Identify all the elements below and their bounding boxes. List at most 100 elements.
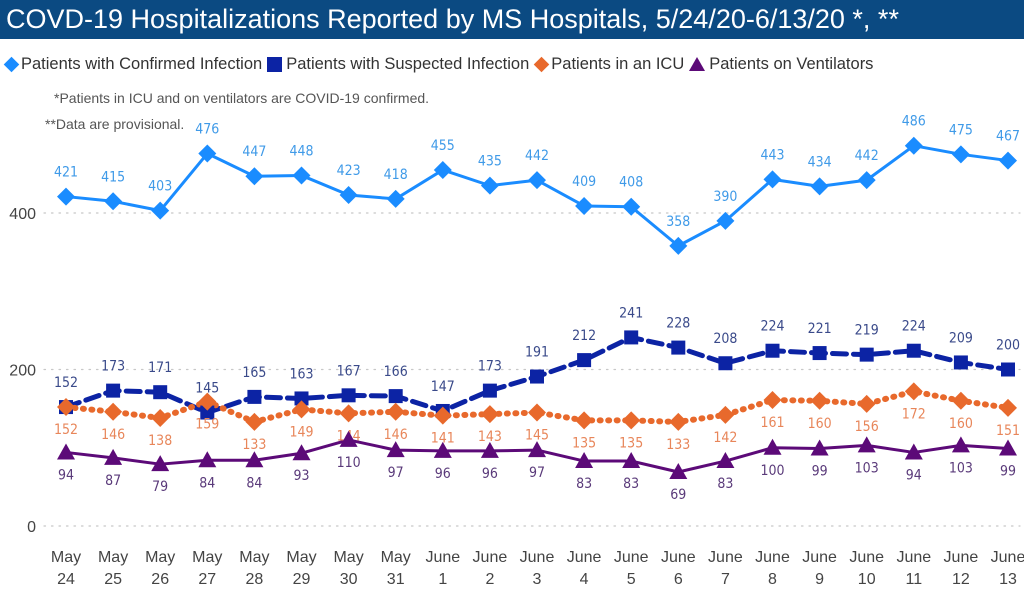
x-tick-label: June	[755, 549, 790, 566]
data-label: 486	[902, 114, 926, 130]
data-point-square	[247, 389, 262, 404]
data-label: 94	[906, 467, 922, 483]
data-label: 467	[996, 129, 1020, 145]
data-point-square	[106, 383, 121, 398]
x-tick-label: May	[145, 549, 175, 566]
data-point-diamond	[57, 398, 75, 417]
data-label: 200	[996, 338, 1020, 354]
data-point-square	[200, 405, 215, 420]
data-point-diamond	[951, 145, 970, 164]
data-label: 172	[902, 406, 926, 422]
data-point-diamond	[716, 405, 735, 424]
x-tick-label: 7	[721, 571, 730, 588]
data-label: 79	[152, 479, 168, 495]
data-point-diamond	[904, 382, 923, 401]
data-point-diamond	[480, 405, 499, 424]
data-point-triangle	[245, 451, 264, 468]
data-label: 443	[760, 147, 784, 163]
data-label: 415	[101, 169, 125, 185]
data-point-diamond	[151, 201, 170, 220]
chart-legend: Patients with Confirmed Infection Patien…	[3, 52, 878, 76]
x-tick-label: 12	[952, 571, 970, 588]
data-label: 209	[949, 330, 973, 346]
data-label: 135	[572, 435, 596, 451]
data-point-triangle	[386, 441, 405, 458]
x-tick-label: 6	[674, 571, 683, 588]
legend-item-confirmed[interactable]: Patients with Confirmed Infection	[3, 55, 262, 74]
data-point-diamond	[104, 192, 123, 211]
data-point-diamond	[433, 406, 452, 425]
data-label: 224	[902, 319, 926, 335]
data-point-square	[624, 330, 639, 345]
data-label: 146	[101, 427, 125, 443]
data-label: 455	[431, 138, 455, 154]
chart-title: COVD-19 Hospitalizations Reported by MS …	[0, 0, 1024, 39]
data-point-square	[341, 388, 356, 403]
data-label: 447	[242, 144, 266, 160]
data-point-triangle	[104, 448, 123, 465]
data-point-diamond	[245, 412, 264, 431]
data-point-square	[765, 343, 780, 358]
data-point-diamond	[386, 402, 405, 421]
data-point-diamond	[763, 391, 782, 410]
data-point-square	[153, 385, 168, 400]
x-tick-label: June	[708, 549, 743, 566]
data-point-diamond	[999, 151, 1017, 170]
legend-item-suspected[interactable]: Patients with Suspected Infection	[267, 55, 529, 74]
data-point-triangle	[999, 439, 1017, 456]
data-label: 103	[855, 460, 879, 476]
data-point-triangle	[669, 463, 688, 480]
data-point-diamond	[104, 402, 123, 421]
data-label: 100	[760, 463, 784, 479]
x-tick-label: May	[51, 549, 81, 566]
data-point-diamond	[857, 394, 876, 413]
data-label: 448	[289, 143, 313, 159]
x-tick-label: 25	[104, 571, 122, 588]
data-point-triangle	[763, 438, 782, 455]
data-label: 83	[623, 476, 639, 492]
square-marker-icon	[267, 56, 283, 72]
x-tick-label: June	[567, 549, 602, 566]
data-label: 133	[242, 437, 266, 453]
data-label: 156	[855, 419, 879, 435]
data-label: 173	[101, 359, 125, 375]
data-label: 434	[808, 154, 832, 170]
x-tick-label: June	[802, 549, 837, 566]
x-tick-label: May	[192, 549, 222, 566]
data-label: 224	[760, 319, 784, 335]
data-label: 84	[246, 475, 262, 491]
data-label: 161	[760, 415, 784, 431]
x-tick-label: 1	[438, 571, 447, 588]
x-tick-label: 8	[768, 571, 777, 588]
triangle-marker-icon	[689, 57, 706, 71]
x-tick-label: May	[98, 549, 128, 566]
data-label: 99	[812, 464, 828, 480]
data-point-diamond	[622, 411, 641, 430]
data-label: 83	[576, 476, 592, 492]
data-point-diamond	[480, 176, 499, 195]
data-label: 390	[713, 189, 737, 205]
data-point-triangle	[810, 439, 829, 456]
data-point-diamond	[951, 391, 970, 410]
x-tick-label: 4	[580, 571, 589, 588]
data-point-diamond	[528, 171, 546, 190]
data-label: 99	[1000, 464, 1016, 480]
x-tick-label: May	[333, 549, 363, 566]
data-point-diamond	[151, 409, 170, 428]
data-point-diamond	[575, 411, 594, 430]
legend-item-ventilators[interactable]: Patients on Ventilators	[689, 55, 873, 74]
data-point-diamond	[57, 187, 75, 206]
data-point-diamond	[198, 144, 217, 163]
data-label: 409	[572, 174, 596, 190]
data-label: 476	[195, 122, 219, 138]
data-point-diamond	[575, 196, 594, 215]
data-label: 212	[572, 328, 596, 344]
x-tick-label: June	[849, 549, 884, 566]
data-point-triangle	[951, 436, 970, 453]
data-point-diamond	[622, 197, 641, 216]
data-label: 241	[619, 305, 643, 321]
data-label: 221	[808, 321, 832, 337]
legend-item-icu[interactable]: Patients in an ICU	[533, 55, 684, 74]
x-tick-label: May	[239, 549, 269, 566]
x-tick-label: June	[520, 549, 555, 566]
